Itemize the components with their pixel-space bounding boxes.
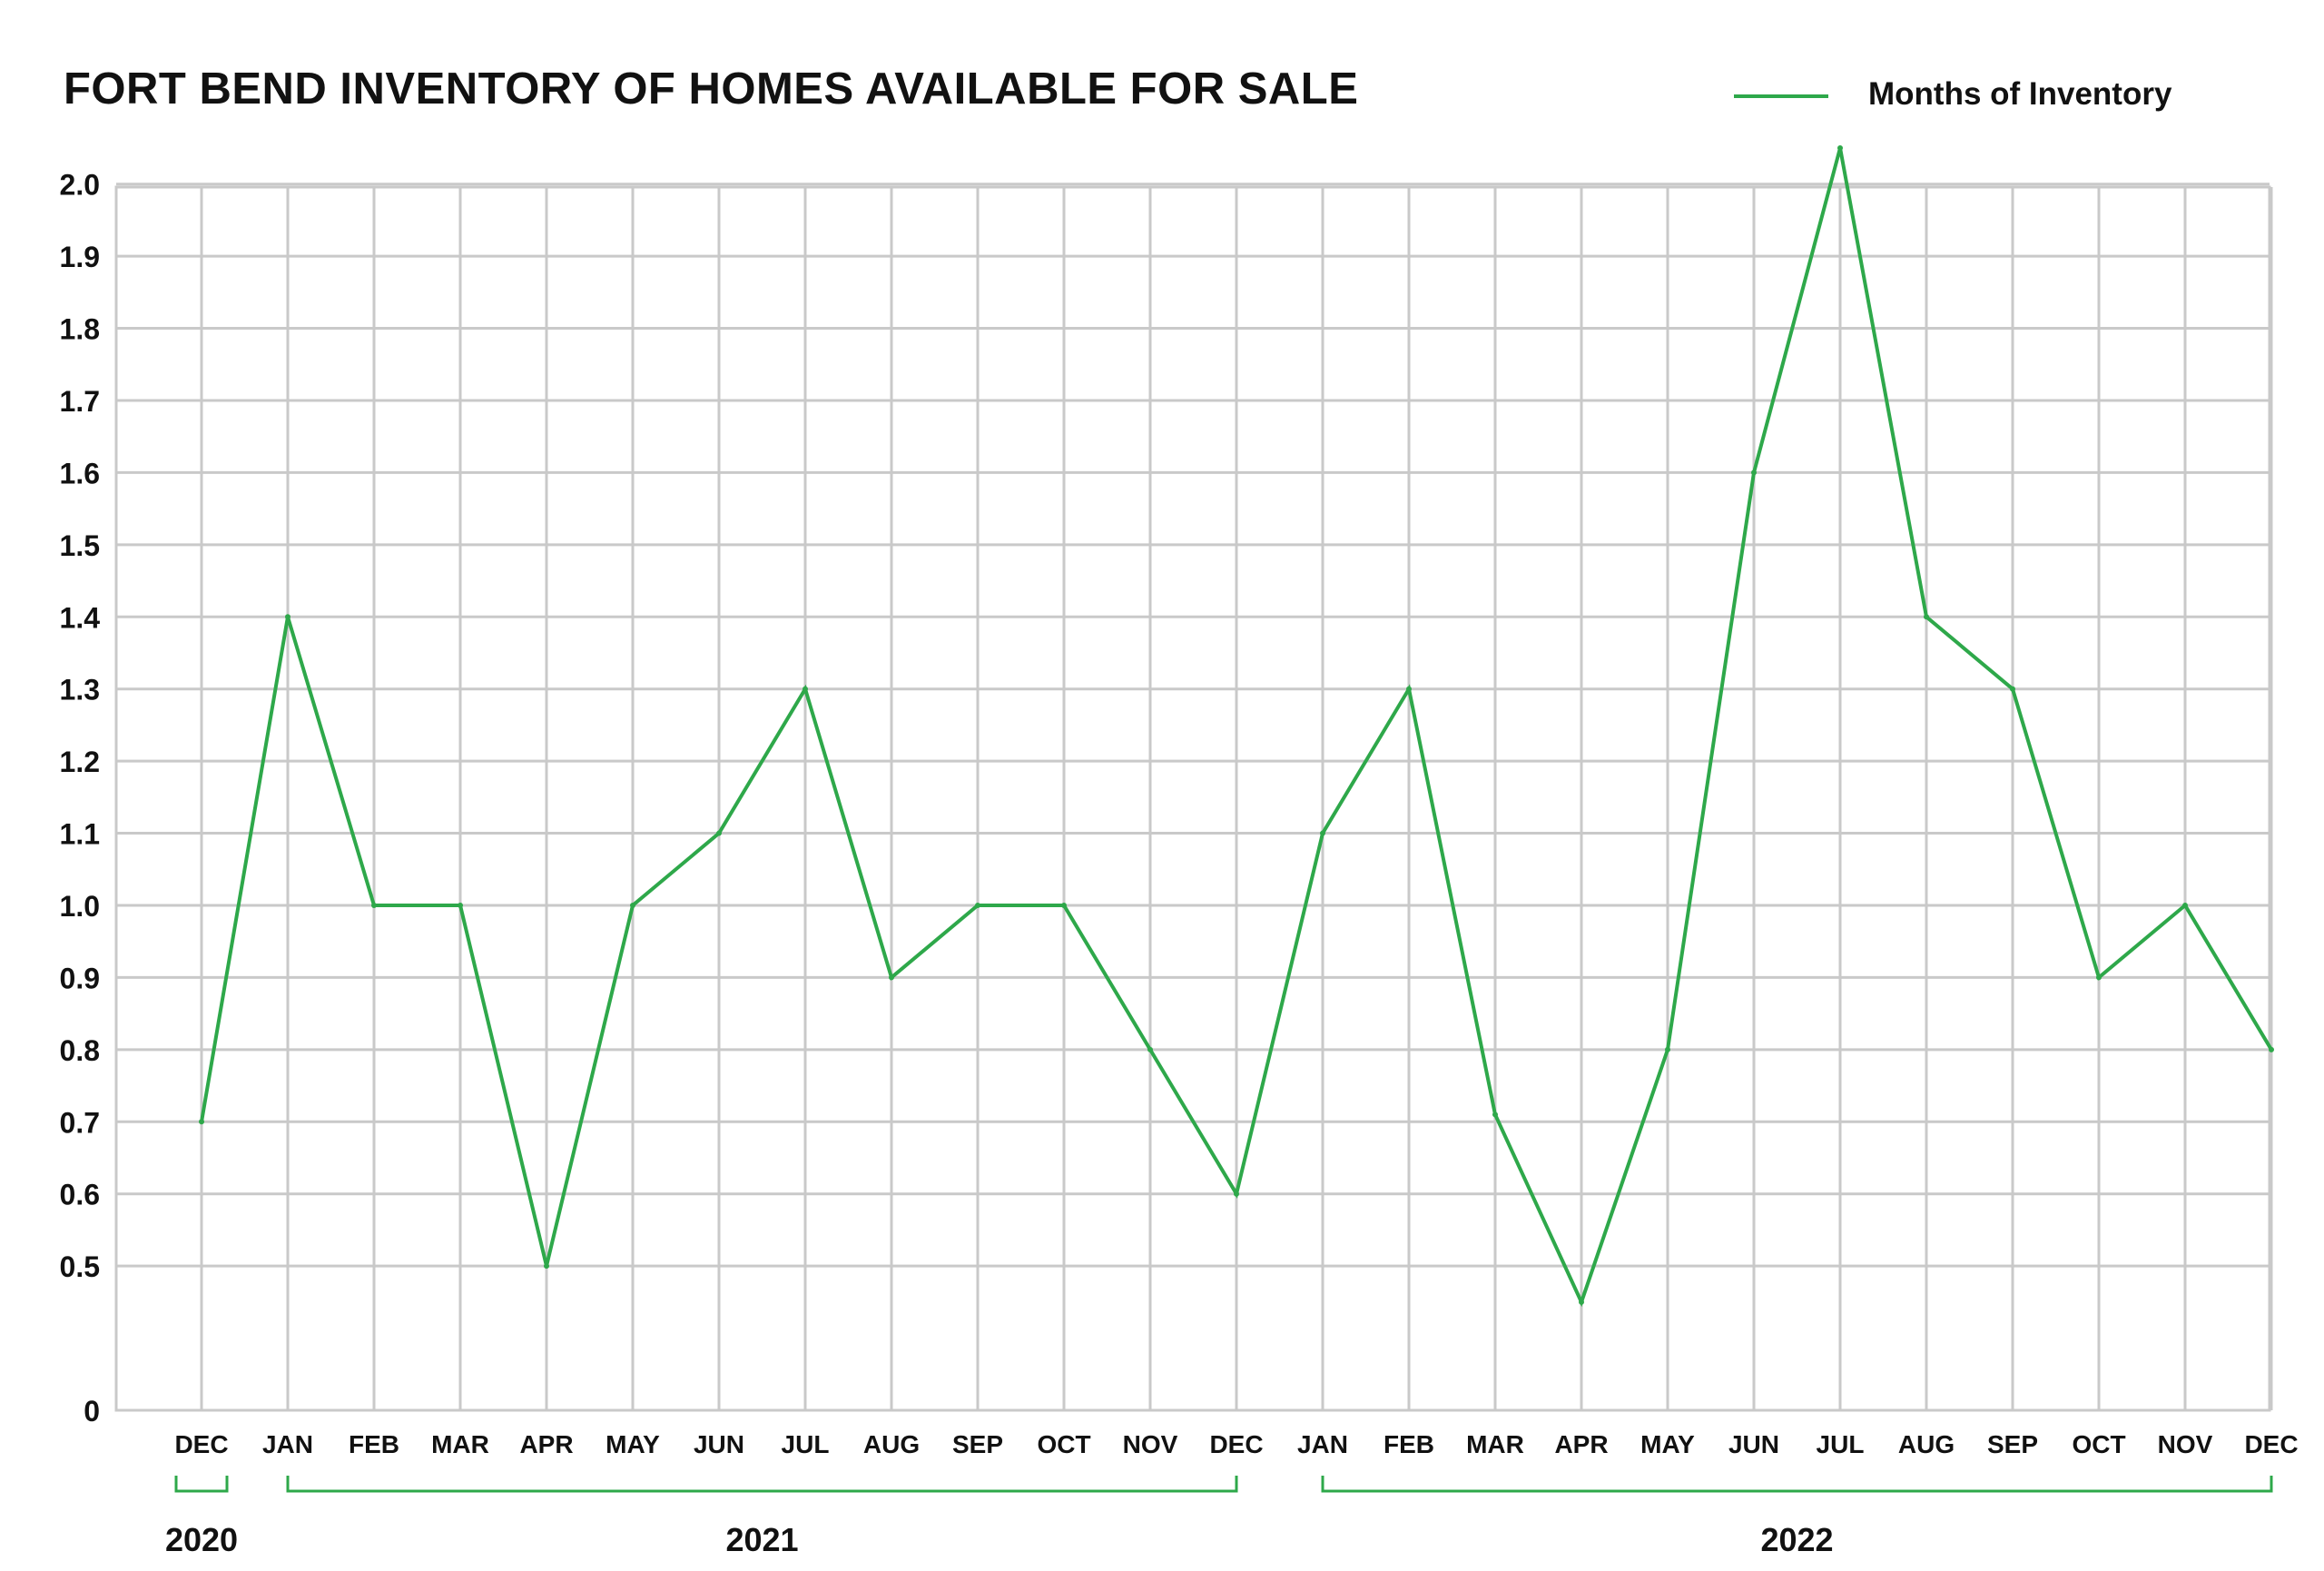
y-tick-label: 0 — [84, 1395, 100, 1428]
x-tick-label: JUL — [1817, 1430, 1865, 1458]
x-tick-label: APR — [519, 1430, 573, 1458]
legend-label: Months of Inventory — [1868, 76, 2172, 112]
data-point — [1579, 1299, 1584, 1305]
x-tick-label: JUN — [1728, 1430, 1779, 1458]
y-tick-label: 0.8 — [60, 1034, 100, 1067]
x-tick-label: AUG — [1898, 1430, 1955, 1458]
data-point — [1665, 1046, 1670, 1052]
y-tick-label: 1.9 — [60, 241, 100, 273]
y-tick-label: 2.0 — [60, 169, 100, 202]
y-tick-label: 1.4 — [60, 601, 101, 634]
legend-line-swatch — [1734, 94, 1828, 98]
y-tick-label: 0.9 — [60, 962, 100, 994]
y-tick-label: 1.8 — [60, 313, 100, 346]
x-tick-label: MAR — [431, 1430, 489, 1458]
x-tick-label: DEC — [1209, 1430, 1263, 1458]
year-label: 2020 — [165, 1521, 238, 1558]
data-point — [975, 902, 980, 908]
series-layer — [199, 144, 2274, 1308]
data-point — [1061, 902, 1067, 908]
data-point — [716, 830, 722, 836]
data-point — [1492, 1112, 1498, 1118]
data-point — [458, 902, 463, 908]
x-tick-label: NOV — [1123, 1430, 1178, 1458]
y-tick-label: 1.5 — [60, 529, 100, 562]
x-tick-label: DEC — [174, 1430, 228, 1458]
data-point — [889, 974, 894, 981]
y-tick-label: 0.6 — [60, 1179, 100, 1211]
data-point — [2010, 686, 2015, 692]
data-point — [1234, 1191, 1239, 1197]
x-tick-label: OCT — [1037, 1430, 1090, 1458]
x-tick-label: MAY — [606, 1430, 660, 1458]
data-point — [199, 1119, 204, 1125]
year-bracket — [174, 1476, 229, 1493]
x-tick-label: JUL — [782, 1430, 830, 1458]
data-point — [371, 902, 377, 908]
x-axis-ticks: DEC JAN FEB MAR APR MAY JUN JUL AUG SEP OCT NOV DEC J… — [174, 1430, 2298, 1458]
y-tick-label: 1.6 — [60, 457, 100, 489]
y-tick-label: 1.1 — [60, 818, 100, 851]
y-tick-label: 0.5 — [60, 1250, 100, 1283]
year-label: 2022 — [1760, 1521, 1833, 1558]
data-point — [285, 614, 290, 620]
data-point — [803, 686, 808, 692]
chart-title: FORT BEND INVENTORY OF HOMES AVAILABLE F… — [64, 64, 1359, 114]
data-point — [1751, 469, 1757, 476]
data-point — [630, 902, 635, 908]
x-tick-label: AUG — [863, 1430, 920, 1458]
y-tick-label: 0.7 — [60, 1106, 100, 1139]
x-tick-label: DEC — [2244, 1430, 2298, 1458]
x-tick-label: JUN — [694, 1430, 744, 1458]
data-point — [1924, 614, 1929, 620]
year-bracket — [286, 1476, 1238, 1493]
data-point — [1837, 144, 1843, 151]
x-tick-label: JAN — [1297, 1430, 1348, 1458]
y-tick-label: 1.7 — [60, 385, 100, 418]
data-point — [1147, 1046, 1153, 1052]
x-tick-label: SEP — [1987, 1430, 2038, 1458]
y-axis-ticks: 0 0.5 0.6 0.7 0.8 0.9 1.0 1.1 1.2 1.3 1.4 1.5 1.6 1.7… — [60, 169, 101, 1428]
x-tick-label: OCT — [2072, 1430, 2125, 1458]
data-point — [1406, 686, 1412, 692]
y-tick-label: 1.2 — [60, 746, 100, 778]
x-tick-label: NOV — [2158, 1430, 2213, 1458]
y-tick-label: 1.0 — [60, 890, 100, 923]
data-point — [2096, 974, 2102, 981]
data-point — [2269, 1046, 2274, 1052]
data-point — [1320, 830, 1325, 836]
x-tick-label: MAY — [1640, 1430, 1695, 1458]
grid — [114, 183, 2273, 1412]
plot-frame — [114, 185, 2271, 1412]
year-brackets: 2020 2021 2022 — [165, 1476, 2273, 1558]
x-tick-label: FEB — [349, 1430, 399, 1458]
x-tick-label: APR — [1554, 1430, 1608, 1458]
x-tick-label: FEB — [1384, 1430, 1434, 1458]
year-bracket — [1321, 1476, 2273, 1493]
year-label: 2021 — [725, 1521, 798, 1558]
x-tick-label: JAN — [262, 1430, 313, 1458]
y-tick-label: 1.3 — [60, 674, 100, 706]
x-tick-label: MAR — [1466, 1430, 1524, 1458]
data-point — [544, 1263, 549, 1270]
x-tick-label: SEP — [952, 1430, 1003, 1458]
data-point — [2182, 902, 2188, 908]
